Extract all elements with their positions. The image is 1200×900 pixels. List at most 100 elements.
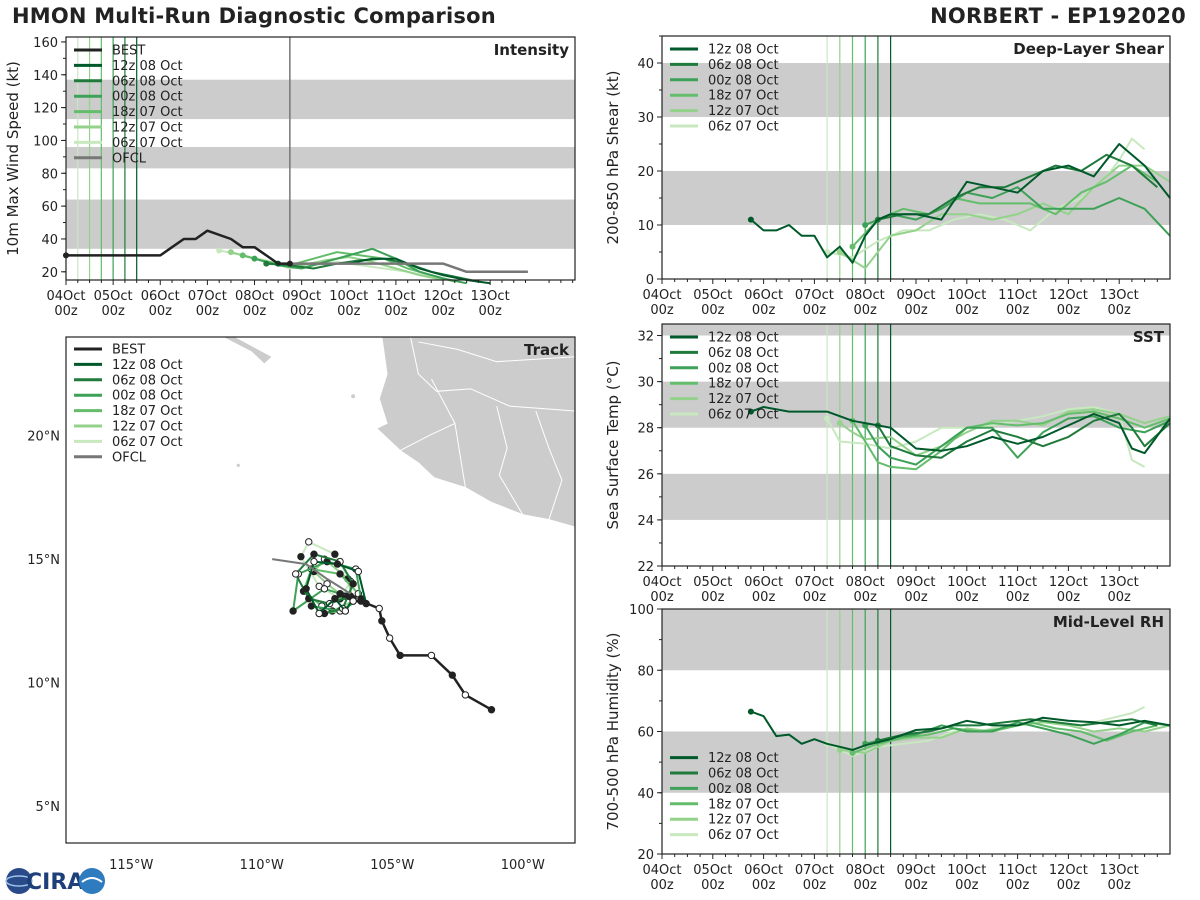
x-tick-label: 10Oct [947, 575, 986, 590]
x-tick-sublabel: 00z [1108, 590, 1132, 605]
x-tick-label: 06Oct [744, 575, 783, 590]
series-init-point [263, 260, 270, 267]
x-tick-label: 11Oct [998, 575, 1037, 590]
legend-label: 12z 08 Oct [112, 358, 183, 373]
track-point [315, 609, 323, 618]
track-point [349, 580, 357, 588]
y-tick-label: 20 [637, 848, 654, 863]
x-tick-sublabel: 00z [478, 304, 502, 319]
x-tick-sublabel: 00z [1057, 878, 1081, 893]
map-frame [65, 336, 576, 844]
legend-label: 06z 08 Oct [708, 346, 779, 361]
legend-label: 12z 07 Oct [708, 104, 779, 119]
panel-title: Mid-Level RH [1053, 613, 1164, 631]
lon-tick-label: 105°W [370, 858, 414, 873]
shear-chart: 01020304004Oct00z05Oct00z06Oct00z07Oct00… [604, 35, 1171, 318]
track-point [331, 594, 339, 603]
legend-label: 12z 07 Oct [112, 420, 183, 435]
x-tick-label: 04Oct [642, 288, 681, 303]
legend-label: 06z 07 Oct [708, 120, 779, 135]
series-init-point [862, 222, 869, 228]
x-tick-label: 05Oct [693, 575, 732, 590]
x-tick-sublabel: 00z [803, 590, 827, 605]
legend-label: 12z 07 Oct [112, 121, 183, 136]
state-border [410, 337, 575, 412]
legend-label: 00z 08 Oct [112, 389, 183, 404]
track-point [333, 560, 342, 568]
track-point [289, 607, 297, 615]
track-point [396, 651, 404, 660]
series-init-point [216, 247, 223, 254]
x-tick-sublabel: 00z [54, 304, 78, 319]
x-tick-sublabel: 00z [803, 878, 827, 893]
y-tick-label: 32 [637, 330, 654, 345]
x-tick-label: 13Oct [471, 289, 510, 304]
x-tick-sublabel: 00z [1006, 878, 1030, 893]
y-tick-label: 24 [637, 514, 654, 529]
y-tick-label: 140 [33, 69, 58, 84]
threshold-band [66, 199, 575, 249]
legend-label: 00z 08 Oct [708, 782, 779, 797]
x-tick-label: 08Oct [235, 289, 274, 304]
x-tick-label: 05Oct [693, 288, 732, 303]
series-init-point [824, 415, 831, 422]
track-point [427, 651, 436, 660]
track-point [375, 604, 383, 613]
legend-label: 06z 08 Oct [708, 767, 779, 782]
x-tick-sublabel: 00z [1057, 590, 1081, 605]
plot-frame [65, 36, 576, 281]
series-line [864, 721, 1171, 745]
legend-label: 18z 07 Oct [708, 89, 779, 104]
x-tick-label: 13Oct [1100, 288, 1139, 303]
series-init-point [836, 746, 843, 753]
y-axis-label: Sea Surface Temp (°C) [604, 360, 622, 529]
x-tick-sublabel: 00z [701, 303, 725, 318]
x-tick-label: 11Oct [998, 288, 1037, 303]
legend-label: OFCL [112, 151, 147, 166]
x-tick-label: 09Oct [896, 288, 935, 303]
x-tick-sublabel: 00z [101, 304, 125, 319]
x-tick-label: 07Oct [795, 575, 834, 590]
series-line [877, 718, 1158, 742]
lon-tick-label: 110°W [240, 858, 284, 873]
y-tick-label: 30 [637, 111, 654, 126]
track-point [354, 567, 363, 576]
series-line [826, 137, 1146, 259]
legend-label: 12z 08 Oct [708, 43, 779, 58]
sst-chart: 22242628303204Oct00z05Oct00z06Oct00z07Oc… [604, 323, 1171, 605]
lat-tick-label: 10°N [27, 677, 60, 692]
series-line [289, 262, 528, 274]
y-tick-label: 60 [637, 726, 654, 741]
x-tick-sublabel: 00z [752, 590, 776, 605]
series-init-point [747, 216, 754, 223]
x-tick-sublabel: 00z [803, 303, 827, 318]
y-axis-label: 700-500 hPa Humidity (%) [604, 632, 622, 830]
track-point [310, 550, 318, 558]
x-tick-label: 08Oct [846, 288, 885, 303]
series-end-point [286, 260, 293, 267]
threshold-band [66, 147, 575, 169]
track-point [349, 597, 357, 605]
x-tick-sublabel: 00z [431, 304, 455, 319]
track-point [357, 597, 365, 605]
legend-label: 18z 07 Oct [708, 797, 779, 812]
x-tick-label: 04Oct [642, 575, 681, 590]
x-tick-sublabel: 00z [1057, 303, 1081, 318]
x-tick-sublabel: 00z [243, 304, 267, 319]
legend-label: 06z 07 Oct [708, 828, 779, 843]
series-init-point [251, 255, 258, 262]
legend-label: 06z 08 Oct [708, 58, 779, 73]
legend-label: 06z 07 Oct [112, 435, 183, 450]
x-tick-label: 05Oct [94, 289, 133, 304]
legend-label: 18z 07 Oct [708, 377, 779, 392]
x-tick-label: 13Oct [1100, 863, 1139, 878]
y-tick-label: 20 [41, 266, 58, 281]
series-line [839, 164, 1171, 270]
series-line [826, 706, 1146, 757]
legend-label: 06z 07 Oct [112, 136, 183, 151]
series-init-point [836, 420, 843, 427]
series-line [864, 415, 1171, 466]
x-tick-label: 12Oct [1049, 288, 1088, 303]
series-init-point [836, 249, 843, 255]
x-tick-label: 07Oct [188, 289, 227, 304]
